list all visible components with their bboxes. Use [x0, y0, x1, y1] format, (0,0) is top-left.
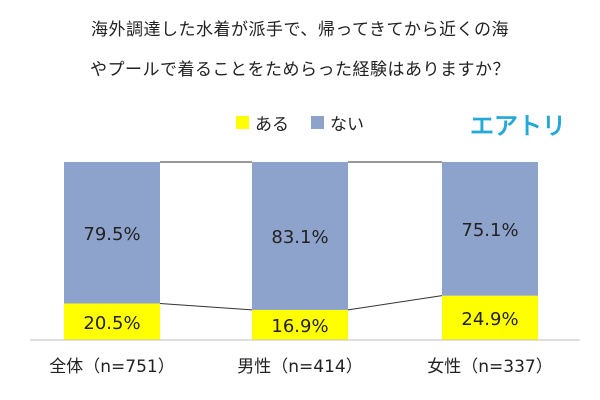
bar-segment-no-1 — [252, 162, 348, 310]
data-label-no-0: 79.5% — [83, 224, 140, 245]
series-connector-yes-0 — [159, 303, 253, 311]
data-label-yes-0: 20.5% — [83, 313, 140, 334]
chart-title-line-2: やプールで着ることをためらった経験はありますか？ — [90, 60, 510, 80]
data-label-yes-2: 24.9% — [461, 309, 518, 330]
bar-segment-yes-0 — [64, 303, 160, 340]
category-label-0: 全体（n=751） — [49, 357, 174, 377]
chart-title-line-1: 海外調達した水着が派手で、帰ってきてから近くの海 — [91, 20, 509, 40]
series-connector-yes-1 — [347, 295, 443, 311]
category-label-2: 女性（n=337） — [427, 357, 552, 377]
data-label-no-2: 75.1% — [461, 220, 518, 241]
legend-label-yes: ある — [255, 115, 289, 135]
legend-item-yes: ある — [236, 110, 289, 135]
category-label-1: 男性（n=414） — [237, 357, 362, 377]
legend-item-no: ない — [311, 110, 364, 135]
data-label-yes-1: 16.9% — [271, 316, 328, 337]
legend-label-no: ない — [330, 115, 364, 135]
bar-segment-yes-2 — [442, 295, 538, 340]
bar-segment-yes-1 — [252, 309, 348, 340]
chart-legend: ある ない — [236, 110, 386, 135]
legend-swatch-yes — [236, 116, 249, 129]
legend-swatch-no — [311, 116, 324, 129]
bar-segment-no-0 — [64, 162, 160, 304]
bar-segment-no-2 — [442, 162, 538, 296]
data-label-no-1: 83.1% — [271, 227, 328, 248]
brand-logo: エアトリ — [470, 112, 566, 140]
